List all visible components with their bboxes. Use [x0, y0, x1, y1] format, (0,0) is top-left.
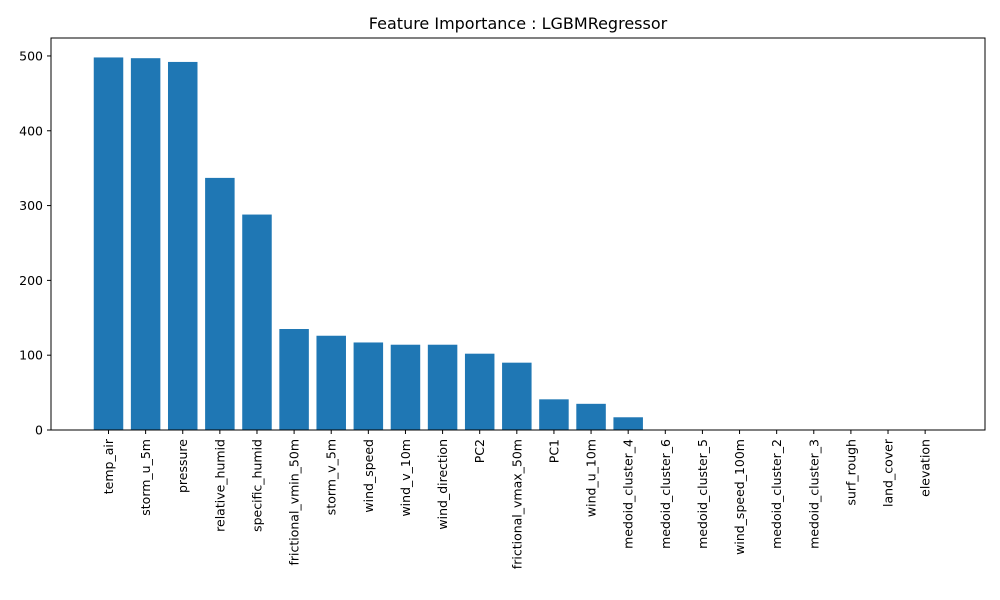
x-tick-label: wind_v_10m [398, 439, 413, 517]
x-tick-label: temp_air [101, 438, 116, 494]
bar-storm_v_5m [316, 335, 346, 430]
bar-wind_direction [427, 344, 458, 430]
bar-PC1 [539, 399, 569, 430]
bar-PC2 [464, 353, 495, 430]
x-tick-label: PC1 [546, 439, 561, 463]
x-tick-label: wind_direction [435, 439, 450, 530]
x-tick-label: frictional_vmax_50m [509, 439, 524, 569]
x-axis: temp_air storm_u_5m pressure relative_humid… [101, 430, 933, 569]
x-tick-label: frictional_vmin_50m [287, 439, 302, 566]
bar-frictional_vmax_50m [502, 362, 532, 430]
x-tick-label: surf_rough [843, 439, 858, 506]
y-tick-label: 500 [19, 48, 43, 63]
bar-wind_speed [353, 342, 384, 430]
x-tick-label: elevation [918, 439, 933, 497]
x-tick-label: specific_humid [249, 439, 264, 532]
y-axis: 0 100 200 300 400 500 [19, 48, 51, 438]
x-tick-label: medoid_cluster_3 [806, 439, 821, 549]
bar-temp_air [93, 57, 124, 430]
bar-relative_humid [205, 177, 235, 430]
bar-wind_u_10m [576, 403, 606, 430]
y-tick-label: 0 [35, 423, 43, 438]
bar-pressure [167, 61, 198, 430]
bar-storm_u_5m [130, 58, 161, 430]
y-tick-label: 400 [19, 123, 43, 138]
x-tick-label: medoid_cluster_5 [695, 439, 710, 549]
x-tick-label: pressure [175, 439, 190, 493]
y-tick-label: 100 [19, 348, 43, 363]
x-tick-label: relative_humid [212, 439, 227, 532]
y-tick-label: 200 [19, 273, 43, 288]
x-tick-label: PC2 [472, 439, 487, 463]
x-tick-label: storm_v_5m [324, 439, 339, 515]
x-tick-label: medoid_cluster_2 [769, 439, 784, 549]
bar-wind_v_10m [390, 344, 421, 430]
x-tick-label: land_cover [881, 438, 896, 507]
x-tick-label: medoid_cluster_6 [658, 439, 673, 549]
x-tick-label: wind_u_10m [584, 439, 599, 517]
x-tick-label: storm_u_5m [138, 439, 153, 516]
bar-medoid_cluster_4 [613, 417, 643, 430]
x-tick-label: medoid_cluster_4 [621, 439, 636, 549]
x-tick-label: wind_speed_100m [732, 439, 747, 555]
chart-title: Feature Importance : LGBMRegressor [369, 14, 668, 33]
x-tick-label: wind_speed [361, 439, 376, 513]
bars-group [93, 57, 643, 430]
bar-specific_humid [242, 214, 272, 430]
y-tick-label: 300 [19, 198, 43, 213]
bar-frictional_vmin_50m [279, 329, 309, 430]
plot-frame [50, 37, 986, 431]
